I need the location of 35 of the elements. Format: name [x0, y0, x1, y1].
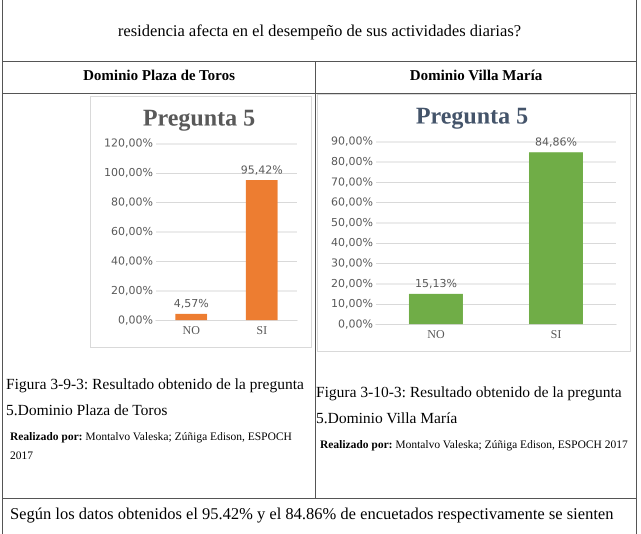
x-tick-label: SI — [550, 326, 562, 341]
text: Según los datos obtenidos el 95.42% y el 84.86% de encuetados respectivamente se sienten — [10, 503, 614, 525]
data-label: 95,42% — [240, 163, 283, 176]
text: Realizado por: Montalvo Valeska; Zúñiga Edison, ESPOCH 2017 — [320, 438, 629, 453]
text: Realizado por: Montalvo Valeska; Zúñiga Edison, ESPOCH 2017 — [10, 431, 292, 462]
data-label: 4,57% — [174, 297, 209, 310]
chart-title: Pregunta 5 — [416, 104, 528, 130]
y-tick-label: 60,00% — [330, 196, 373, 209]
y-tick-label: 80,00% — [110, 196, 153, 209]
text: Dominio Plaza de Toros — [82, 68, 236, 85]
y-tick-label: 90,00% — [330, 134, 373, 148]
y-tick-label: 40,00% — [330, 236, 373, 250]
y-tick-label: 20,00% — [110, 284, 153, 297]
text: residencia afecta en el desempeño de sus actividades diarias? — [116, 20, 522, 42]
y-tick-label: 20,00% — [330, 276, 373, 290]
y-tick-label: 120,00% — [104, 136, 153, 150]
y-tick-label: 30,00% — [330, 256, 373, 270]
y-tick-label: 100,00% — [104, 166, 153, 180]
text: Figura 3-9-3: Resultado obtenido de la pregunta 5.Dominio Plaza de Toros — [6, 375, 305, 421]
y-tick-label: 10,00% — [330, 297, 373, 310]
x-tick-label: SI — [256, 322, 268, 337]
y-tick-label: 0,00% — [338, 317, 373, 330]
y-tick-label: 0,00% — [118, 313, 153, 326]
chart-title: Pregunta 5 — [142, 106, 256, 132]
y-tick-label: 70,00% — [330, 175, 373, 188]
y-tick-label: 40,00% — [110, 254, 153, 268]
text: Figura 3-10-3: Resultado obtenido de la pregunta 5.Dominio Villa María — [316, 383, 623, 429]
y-tick-label: 50,00% — [330, 216, 373, 229]
data-label: 15,13% — [414, 277, 457, 290]
x-tick-label: NO — [427, 326, 445, 341]
y-tick-label: 60,00% — [110, 225, 153, 238]
text: Dominio Villa María — [408, 68, 544, 85]
y-tick-label: 80,00% — [330, 154, 373, 168]
data-label: 84,86% — [535, 136, 577, 149]
x-tick-label: NO — [182, 322, 200, 337]
